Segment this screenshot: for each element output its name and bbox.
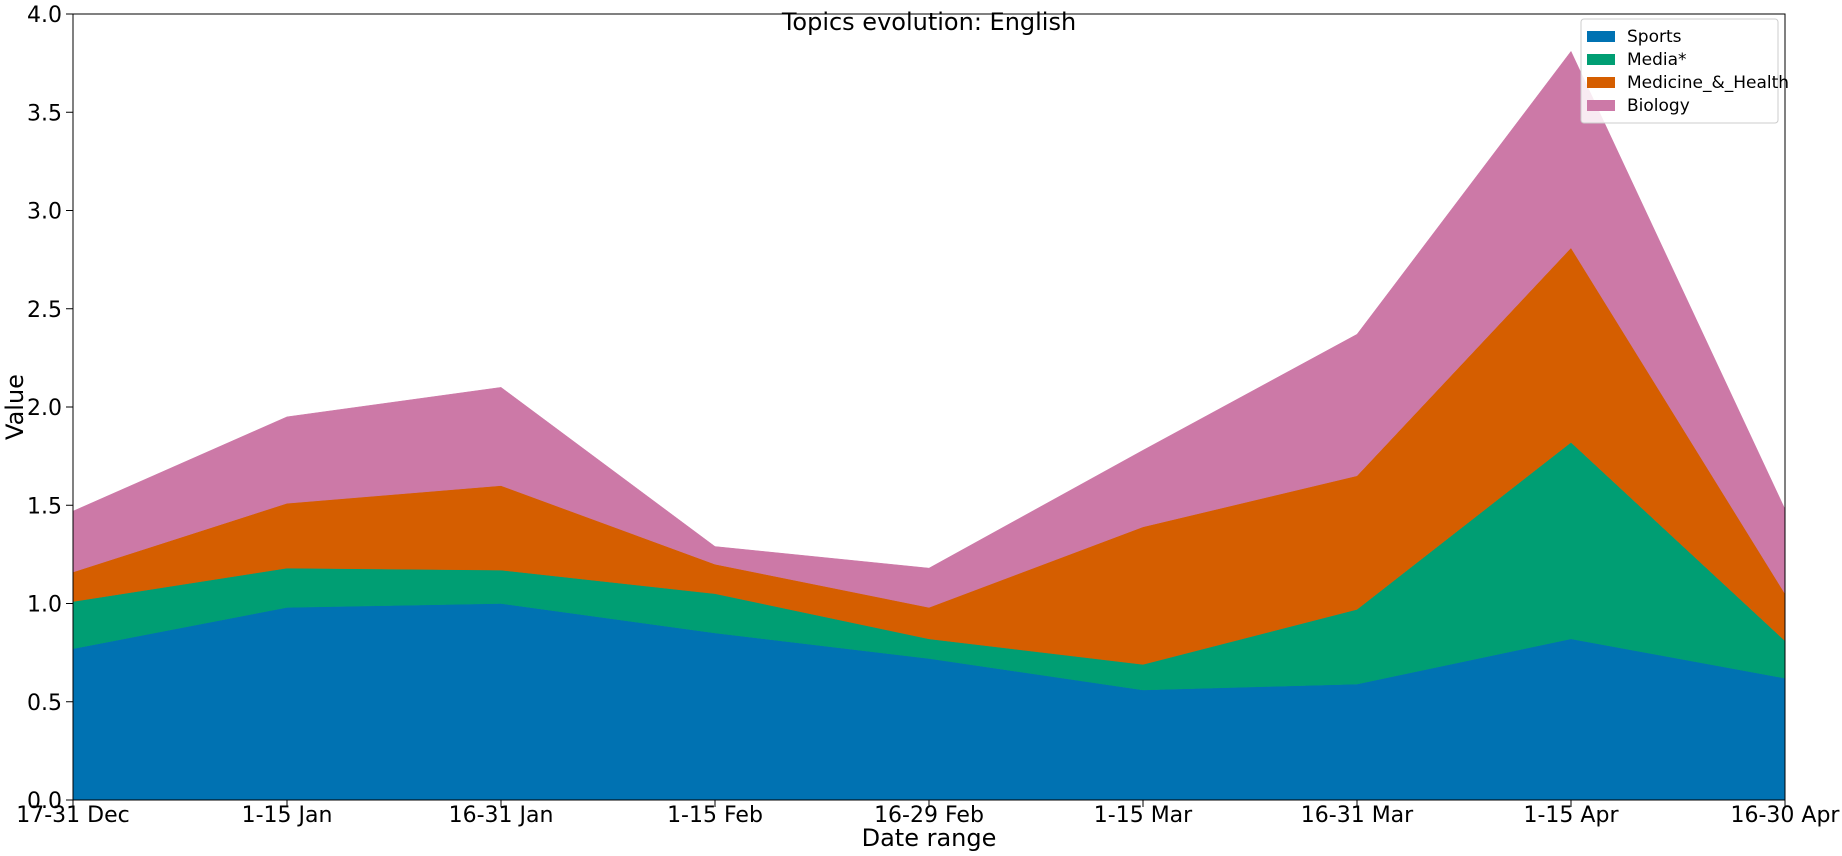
x-tick-label: 1-15 Mar <box>1094 803 1193 828</box>
y-tick-label: 3.0 <box>27 200 62 225</box>
legend-swatch <box>1587 77 1615 88</box>
x-tick-label: 1-15 Jan <box>242 803 333 828</box>
legend: Sports Media* Medicine_&_Health Biology <box>1580 18 1789 124</box>
x-tick-label: 17-31 Dec <box>16 803 130 828</box>
chart-title: Topics evolution: English <box>781 8 1076 36</box>
legend-label: Media* <box>1627 50 1687 70</box>
y-axis-title: Value <box>1 374 29 440</box>
x-axis: 17-31 Dec 1-15 Jan 16-31 Jan 1-15 Feb 16-29 … <box>16 800 1840 828</box>
legend-swatch <box>1587 54 1615 65</box>
x-tick-label: 16-31 Jan <box>449 803 554 828</box>
y-tick-label: 1.0 <box>27 593 62 618</box>
x-tick-label: 1-15 Feb <box>667 803 763 828</box>
y-tick-label: 1.5 <box>27 494 62 519</box>
y-tick-label: 0.0 <box>27 789 62 814</box>
legend-label: Sports <box>1627 27 1682 47</box>
y-tick-label: 2.0 <box>27 396 62 421</box>
x-tick-label: 16-31 Mar <box>1301 803 1414 828</box>
legend-swatch <box>1587 31 1615 42</box>
x-tick-label: 16-30 Apr <box>1731 803 1841 828</box>
legend-label: Medicine_&_Health <box>1627 73 1789 93</box>
legend-swatch <box>1587 100 1615 111</box>
y-tick-label: 3.5 <box>27 101 62 126</box>
y-tick-label: 4.0 <box>27 3 62 28</box>
area-series-group <box>72 50 1786 801</box>
x-axis-title: Date range <box>862 824 997 852</box>
y-axis: 0.0 0.5 1.0 1.5 2.0 2.5 3.0 3.5 4.0 <box>27 3 73 814</box>
legend-box <box>1580 18 1779 124</box>
legend-label: Biology <box>1627 96 1690 116</box>
y-tick-label: 0.5 <box>27 691 62 716</box>
y-tick-label: 2.5 <box>27 298 62 323</box>
x-tick-label: 1-15 Apr <box>1524 803 1620 828</box>
x-tick-label: 16-29 Feb <box>874 803 984 828</box>
